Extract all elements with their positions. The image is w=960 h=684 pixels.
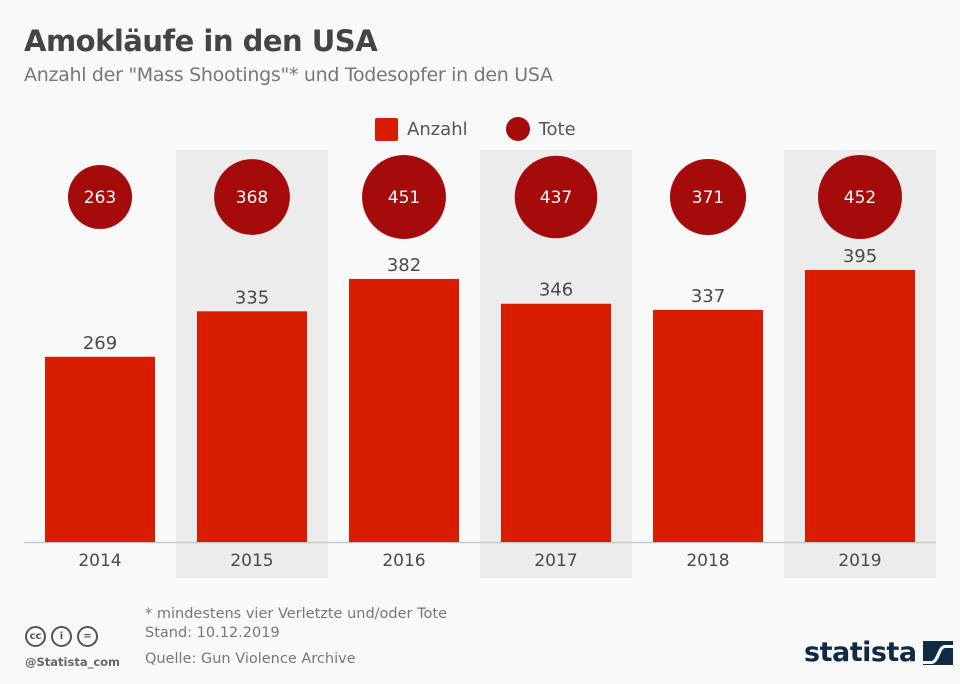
- chart-subtitle: Anzahl der "Mass Shootings"* und Todesop…: [24, 64, 553, 86]
- x-tick-label: 2019: [838, 551, 881, 571]
- statista-logo-mark-icon: [922, 640, 953, 665]
- bar-anzahl: [349, 278, 459, 542]
- legend: Anzahl Tote: [375, 117, 576, 141]
- footnote-date: Stand: 10.12.2019: [145, 625, 280, 641]
- x-tick-label: 2017: [534, 551, 577, 571]
- x-tick-label: 2016: [382, 551, 425, 571]
- statista-logo-text: statista: [804, 637, 917, 668]
- bubble-value-label: 452: [844, 188, 876, 208]
- footnote-source: Quelle: Gun Violence Archive: [145, 651, 356, 667]
- bubble-tote: [669, 158, 747, 236]
- bar-value-label: 395: [843, 246, 877, 267]
- chart-title: Amokläufe in den USA: [24, 24, 378, 58]
- bar-anzahl: [805, 270, 915, 542]
- bubble-tote: [214, 159, 290, 235]
- license-icons: cc i =: [25, 626, 98, 647]
- bar-anzahl: [45, 356, 155, 542]
- footnote-asterisk: * mindestens vier Verletzte und/oder Tot…: [145, 606, 447, 622]
- legend-swatch-anzahl: [375, 117, 398, 141]
- cc-icon: cc: [25, 626, 46, 647]
- bar-value-label: 337: [691, 286, 725, 307]
- bubble-value-label: 451: [388, 188, 420, 208]
- bubble-value-label: 368: [236, 188, 268, 208]
- by-icon: i: [51, 626, 72, 647]
- x-tick-label: 2018: [686, 551, 729, 571]
- legend-label-tote: Tote: [538, 118, 576, 140]
- bubble-tote: [514, 155, 598, 239]
- bubble-tote: [362, 155, 446, 239]
- x-tick-label: 2014: [78, 551, 121, 571]
- chart-area: 269 263 2014 335 368 2015 382 451 2016 346 437 2017…: [24, 150, 936, 578]
- bar-value-label: 346: [539, 280, 573, 301]
- bar-value-label: 382: [387, 255, 421, 276]
- bubble-value-label: 437: [540, 188, 572, 208]
- bubble-tote: [67, 164, 133, 230]
- bubble-tote: [818, 155, 902, 239]
- bar-anzahl: [653, 309, 763, 542]
- statista-handle: @Statista_com: [25, 655, 121, 669]
- bar-anzahl: [197, 311, 307, 542]
- x-tick-label: 2015: [230, 551, 273, 571]
- statista-logo: statista: [804, 637, 953, 668]
- bar-value-label: 269: [83, 333, 117, 354]
- nd-icon: =: [77, 626, 98, 647]
- bubble-value-label: 371: [692, 188, 724, 208]
- bar-anzahl: [501, 303, 611, 542]
- legend-label-anzahl: Anzahl: [407, 118, 468, 140]
- bar-value-label: 335: [235, 287, 269, 308]
- legend-swatch-tote: [505, 117, 530, 141]
- bubble-value-label: 263: [84, 188, 116, 208]
